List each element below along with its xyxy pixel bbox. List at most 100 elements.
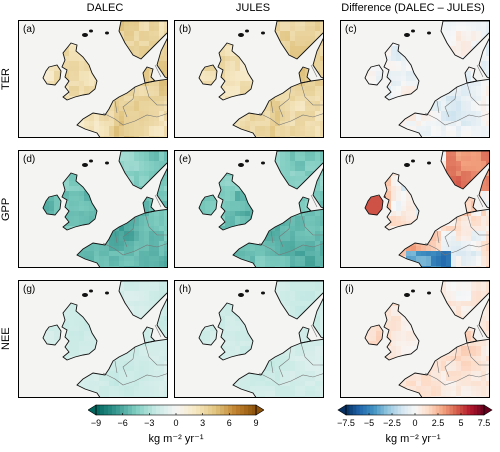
coastline bbox=[142, 66, 156, 84]
island bbox=[427, 31, 431, 35]
island bbox=[411, 29, 415, 33]
map-panel-d: (d) bbox=[18, 150, 168, 268]
map-svg bbox=[42, 151, 167, 267]
country-border bbox=[144, 342, 167, 366]
map-svg bbox=[364, 281, 489, 397]
coastline bbox=[61, 302, 98, 361]
colorbar-left bbox=[88, 404, 264, 416]
colorbar-left-tick: 3 bbox=[200, 418, 206, 428]
coastline bbox=[217, 42, 254, 101]
colorbar-cell bbox=[439, 405, 443, 415]
colorbar-cell bbox=[108, 405, 113, 415]
island bbox=[404, 293, 410, 297]
colorbar-cell bbox=[156, 405, 161, 415]
coastline bbox=[42, 64, 62, 86]
colorbar-cell bbox=[428, 405, 433, 415]
coastline bbox=[464, 326, 478, 344]
colorbar-extend-low bbox=[337, 404, 347, 416]
panel-label: (h) bbox=[179, 284, 192, 295]
row-label-ter: TER bbox=[0, 68, 12, 90]
coastline bbox=[364, 64, 384, 86]
panel-label: (f) bbox=[345, 154, 355, 165]
colorbar-cell bbox=[404, 405, 409, 415]
colorbar-cell bbox=[144, 405, 149, 415]
island bbox=[245, 159, 249, 163]
coastline bbox=[217, 302, 254, 361]
coastline bbox=[478, 37, 489, 79]
country-border bbox=[144, 212, 167, 236]
country-border bbox=[444, 216, 458, 248]
country-border bbox=[114, 360, 118, 374]
island bbox=[89, 289, 93, 293]
map-svg bbox=[364, 21, 489, 137]
island bbox=[238, 33, 244, 37]
colorbar-cell bbox=[459, 405, 464, 415]
land-field bbox=[199, 281, 323, 397]
country-border bbox=[310, 64, 318, 78]
colorbar-left-unit: kg m⁻² yr⁻¹ bbox=[148, 433, 204, 445]
colorbar-left-tick: −6 bbox=[117, 418, 128, 428]
column-title-difference: Difference (DALEC – JULES) bbox=[341, 2, 485, 14]
colorbar-cell bbox=[346, 405, 350, 415]
colorbar-cell bbox=[96, 405, 101, 415]
colorbar-cell bbox=[366, 405, 371, 415]
colorbar-cell bbox=[408, 405, 412, 415]
colorbar-cell bbox=[380, 405, 385, 415]
island bbox=[411, 289, 415, 293]
panel-label: (i) bbox=[345, 284, 354, 295]
coastline bbox=[383, 42, 420, 101]
coastline bbox=[232, 78, 323, 137]
colorbar-cell bbox=[152, 405, 157, 415]
country-border bbox=[102, 112, 167, 126]
coastline bbox=[398, 208, 489, 267]
map-svg bbox=[42, 281, 167, 397]
map-panel-a: (a) bbox=[18, 20, 168, 138]
colorbar-cell bbox=[390, 405, 395, 415]
country-border bbox=[310, 194, 318, 208]
country-border bbox=[466, 212, 489, 236]
colorbar-cell bbox=[411, 405, 416, 415]
coastline bbox=[61, 42, 98, 101]
country-border bbox=[114, 230, 118, 244]
coastline bbox=[464, 196, 478, 214]
colorbar-cell bbox=[463, 405, 468, 415]
country-border bbox=[466, 82, 489, 106]
colorbar-cell bbox=[470, 405, 475, 415]
coastline bbox=[440, 281, 489, 320]
island bbox=[82, 33, 88, 37]
island bbox=[82, 163, 88, 167]
colorbar-cell bbox=[204, 405, 209, 415]
colorbar-cell bbox=[252, 405, 257, 415]
colorbar-cell bbox=[148, 405, 153, 415]
coastline bbox=[440, 151, 489, 190]
column-title-dalec: DALEC bbox=[86, 2, 124, 14]
colorbar-cell bbox=[212, 405, 217, 415]
coastline bbox=[118, 281, 167, 320]
colorbar-cell bbox=[377, 405, 381, 415]
panel-label: (c) bbox=[345, 24, 357, 35]
coastline bbox=[398, 78, 489, 137]
coastline bbox=[156, 167, 167, 209]
map-panel-h: (h) bbox=[174, 280, 324, 398]
colorbar-cell bbox=[116, 405, 121, 415]
colorbar-cell bbox=[446, 405, 450, 415]
island bbox=[89, 159, 93, 163]
island bbox=[105, 31, 109, 35]
column-title-jules: JULES bbox=[235, 2, 271, 14]
colorbar-left-tick: 9 bbox=[253, 418, 259, 428]
land-field bbox=[199, 21, 323, 137]
country-border bbox=[466, 342, 489, 366]
country-border bbox=[436, 100, 440, 114]
map-panel-i: (i) bbox=[340, 280, 490, 398]
colorbar-cell bbox=[128, 405, 133, 415]
island bbox=[404, 33, 410, 37]
colorbar-cell bbox=[232, 405, 237, 415]
coastline bbox=[298, 66, 312, 84]
coastline bbox=[298, 326, 312, 344]
country-border bbox=[102, 242, 167, 256]
map-svg bbox=[42, 21, 167, 137]
country-border bbox=[144, 82, 167, 106]
coastline bbox=[198, 194, 218, 216]
colorbar-cell bbox=[100, 405, 105, 415]
colorbar-cell bbox=[180, 405, 185, 415]
